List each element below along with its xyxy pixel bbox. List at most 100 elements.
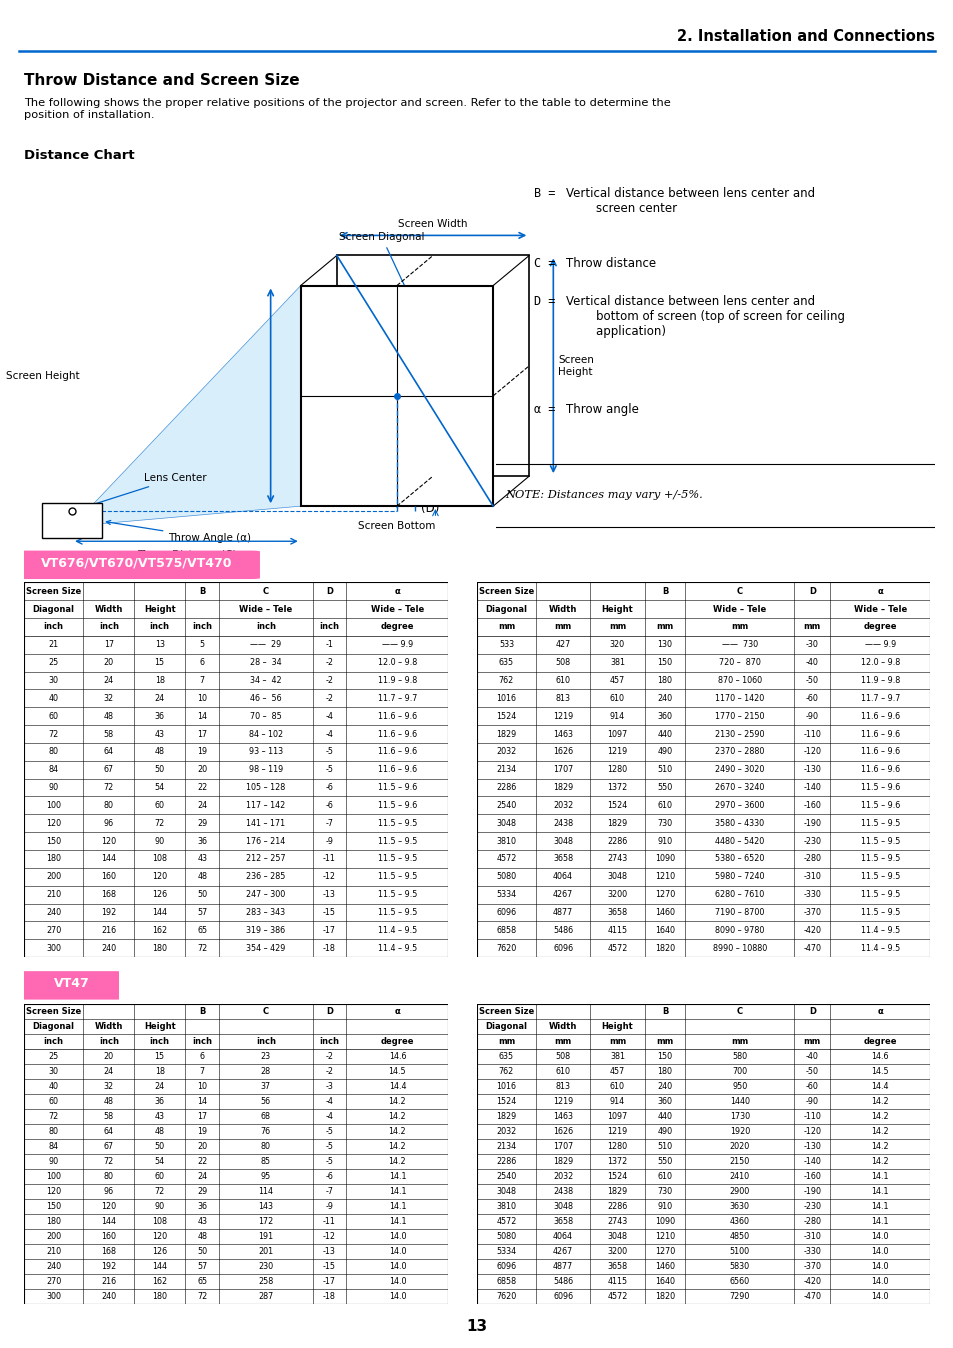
Text: 46 –  56: 46 – 56 — [250, 694, 281, 702]
Bar — [336, 256, 529, 476]
Text: inch: inch — [44, 1037, 64, 1046]
Text: -190: -190 — [802, 818, 821, 828]
Text: -120: -120 — [802, 747, 821, 756]
Text: 80: 80 — [104, 1171, 113, 1181]
Text: -330: -330 — [802, 1247, 821, 1255]
Text: 3658: 3658 — [553, 1217, 573, 1225]
Text: -60: -60 — [805, 1082, 818, 1091]
Text: 90: 90 — [154, 1202, 165, 1211]
Text: -4: -4 — [325, 729, 334, 739]
Text: D: D — [326, 1007, 333, 1016]
Text: 108: 108 — [152, 855, 167, 864]
Text: α: α — [877, 586, 882, 596]
Text: 14.0: 14.0 — [871, 1291, 888, 1301]
Text: -5: -5 — [325, 747, 334, 756]
Text: 11.6 – 9.6: 11.6 – 9.6 — [860, 747, 899, 756]
Text: 20: 20 — [197, 766, 207, 774]
Text: 10: 10 — [197, 694, 207, 702]
Text: 1829: 1829 — [553, 1157, 573, 1166]
Text: 14.0: 14.0 — [388, 1232, 406, 1240]
Text: 11.5 – 9.6: 11.5 – 9.6 — [377, 783, 416, 793]
Text: -7: -7 — [325, 1186, 334, 1196]
Text: Screen Size: Screen Size — [478, 586, 534, 596]
Text: 2438: 2438 — [553, 1186, 573, 1196]
Text: 236 – 285: 236 – 285 — [246, 872, 285, 882]
Text: 14.0: 14.0 — [871, 1232, 888, 1240]
Text: 180: 180 — [152, 944, 167, 953]
Text: -2: -2 — [325, 675, 334, 685]
Text: 1820: 1820 — [655, 1291, 675, 1301]
Text: 2134: 2134 — [496, 766, 516, 774]
Text: 60: 60 — [49, 1097, 58, 1105]
Text: 5486: 5486 — [553, 926, 573, 934]
Text: 2032: 2032 — [496, 1127, 516, 1136]
Text: 105 – 128: 105 – 128 — [246, 783, 285, 793]
Text: 50: 50 — [154, 766, 165, 774]
Text: 508: 508 — [555, 1053, 570, 1061]
Text: 14.5: 14.5 — [871, 1068, 888, 1076]
Text: 160: 160 — [101, 872, 116, 882]
Text: 160: 160 — [101, 1232, 116, 1240]
Text: 5830: 5830 — [729, 1262, 749, 1271]
Text: 14.1: 14.1 — [871, 1186, 888, 1196]
Text: -230: -230 — [802, 837, 821, 845]
Text: 192: 192 — [101, 1262, 116, 1271]
Text: -50: -50 — [805, 1068, 818, 1076]
Text: 14.2: 14.2 — [871, 1112, 888, 1122]
Text: 360: 360 — [657, 712, 672, 721]
Text: -370: -370 — [802, 909, 821, 917]
Text: -30: -30 — [805, 640, 818, 650]
Text: 11.7 – 9.7: 11.7 – 9.7 — [860, 694, 899, 702]
Text: 457: 457 — [609, 1068, 624, 1076]
Text: Throw Distance (C): Throw Distance (C) — [136, 549, 236, 559]
Text: 3048: 3048 — [607, 872, 627, 882]
Text: 22: 22 — [197, 1157, 207, 1166]
Text: 22: 22 — [197, 783, 207, 793]
Text: D: D — [808, 586, 815, 596]
Text: 1090: 1090 — [655, 855, 675, 864]
Text: 72: 72 — [49, 1112, 59, 1122]
Text: 210: 210 — [46, 1247, 61, 1255]
Text: -90: -90 — [805, 712, 818, 721]
Text: 180: 180 — [657, 675, 672, 685]
Text: 11.5 – 9.5: 11.5 – 9.5 — [377, 818, 416, 828]
Text: 191: 191 — [258, 1232, 274, 1240]
Text: 240: 240 — [46, 909, 61, 917]
Text: Width: Width — [94, 1022, 123, 1031]
Text: 610: 610 — [555, 675, 570, 685]
Text: 2410: 2410 — [729, 1171, 749, 1181]
Text: 57: 57 — [197, 909, 207, 917]
Text: 12.0 – 9.8: 12.0 – 9.8 — [860, 658, 899, 667]
FancyBboxPatch shape — [14, 550, 260, 580]
Text: 610: 610 — [609, 694, 624, 702]
Text: -15: -15 — [323, 1262, 335, 1271]
Text: D: D — [808, 1007, 815, 1016]
Text: 3658: 3658 — [553, 855, 573, 864]
Text: 11.6 – 9.6: 11.6 – 9.6 — [377, 766, 416, 774]
Text: -9: -9 — [325, 1202, 334, 1211]
Text: 813: 813 — [555, 1082, 570, 1091]
Text: mm: mm — [730, 623, 748, 631]
Text: Height: Height — [601, 605, 633, 613]
Text: 126: 126 — [152, 1247, 167, 1255]
Text: -13: -13 — [323, 1247, 335, 1255]
Text: -190: -190 — [802, 1186, 821, 1196]
Text: 48: 48 — [197, 1232, 207, 1240]
Text: 200: 200 — [46, 1232, 61, 1240]
Text: 910: 910 — [657, 1202, 672, 1211]
Text: 80: 80 — [49, 747, 58, 756]
Text: 11.5 – 9.5: 11.5 – 9.5 — [860, 909, 899, 917]
Text: 360: 360 — [657, 1097, 672, 1105]
Text: 5980 – 7240: 5980 – 7240 — [715, 872, 763, 882]
Text: 6096: 6096 — [553, 944, 573, 953]
Text: 11.5 – 9.5: 11.5 – 9.5 — [377, 872, 416, 882]
Text: Width: Width — [94, 605, 123, 613]
Text: 130: 130 — [657, 640, 672, 650]
Text: inch: inch — [192, 623, 212, 631]
Text: 72: 72 — [197, 944, 207, 953]
Text: 98 – 119: 98 – 119 — [249, 766, 283, 774]
Text: 1829: 1829 — [496, 1112, 516, 1122]
Text: 11.5 – 9.5: 11.5 – 9.5 — [860, 818, 899, 828]
Text: 240: 240 — [46, 1262, 61, 1271]
Text: 287: 287 — [258, 1291, 274, 1301]
